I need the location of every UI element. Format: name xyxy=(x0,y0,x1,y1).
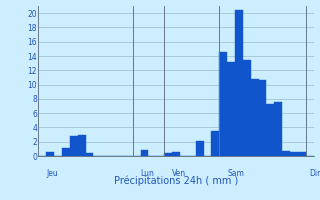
X-axis label: Précipitations 24h ( mm ): Précipitations 24h ( mm ) xyxy=(114,175,238,186)
Bar xyxy=(46,152,54,156)
Bar xyxy=(62,148,70,156)
Text: Jeu: Jeu xyxy=(46,169,58,178)
Bar xyxy=(243,60,251,156)
Bar xyxy=(219,52,227,156)
Bar xyxy=(251,79,259,156)
Bar xyxy=(274,102,282,156)
Text: Lun: Lun xyxy=(140,169,155,178)
Bar xyxy=(267,104,274,156)
Text: Dim: Dim xyxy=(310,169,320,178)
Bar xyxy=(282,151,290,156)
Bar xyxy=(140,150,148,156)
Bar xyxy=(85,153,93,156)
Bar xyxy=(259,80,267,156)
Bar xyxy=(172,152,180,156)
Bar xyxy=(298,152,306,156)
Bar xyxy=(227,62,235,156)
Text: Sam: Sam xyxy=(227,169,244,178)
Bar xyxy=(235,10,243,156)
Bar xyxy=(164,153,172,156)
Bar xyxy=(78,135,85,156)
Bar xyxy=(290,152,298,156)
Bar xyxy=(70,136,78,156)
Text: Ven: Ven xyxy=(172,169,186,178)
Bar xyxy=(196,141,204,156)
Bar xyxy=(212,131,219,156)
